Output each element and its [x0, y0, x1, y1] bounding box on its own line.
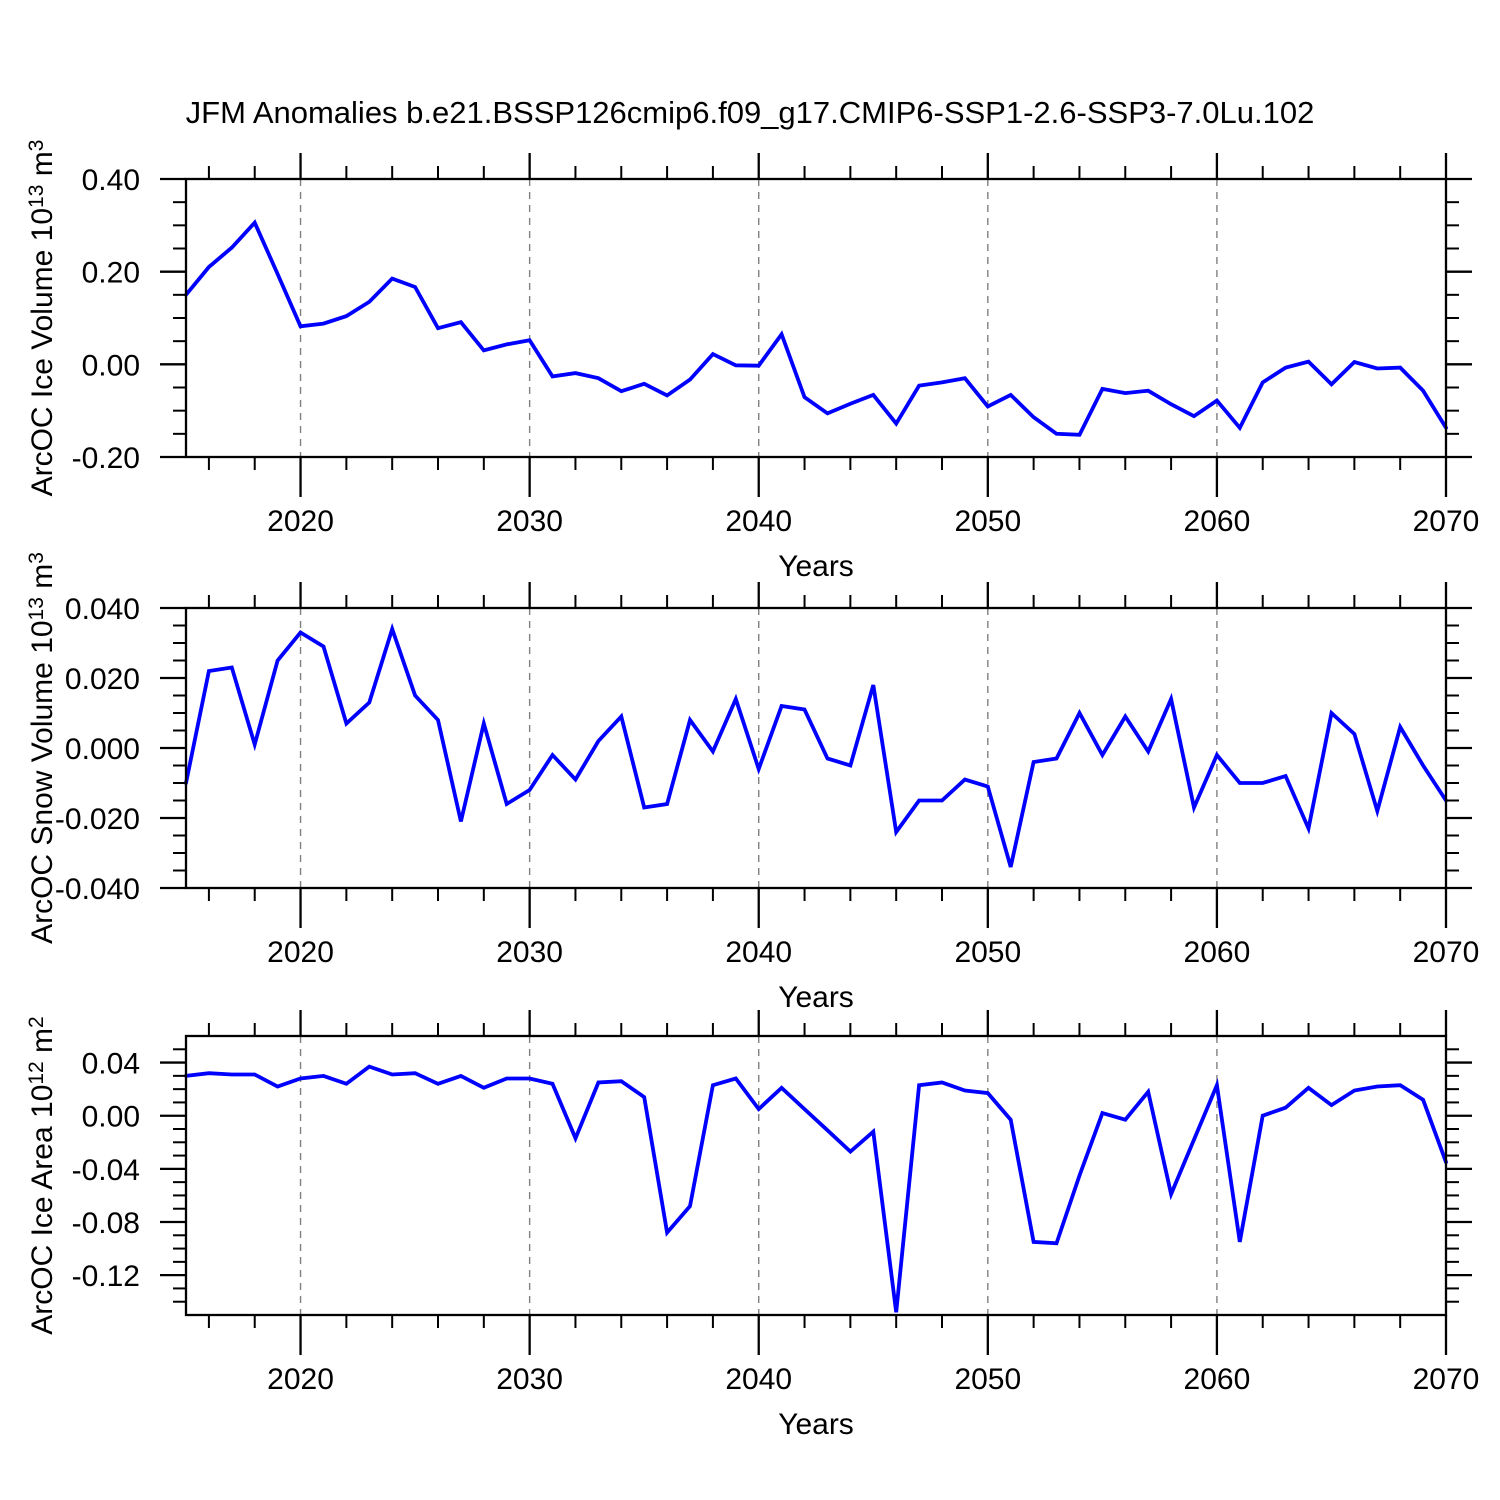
x-tick-label: 2020 — [267, 505, 334, 538]
plot-frame — [184, 177, 1448, 459]
y-axis-title: ArcOC Ice Volume 1013 m3 — [25, 140, 59, 497]
x-tick-label: 2040 — [725, 1363, 792, 1396]
y-tick-label: 0.00 — [82, 349, 140, 382]
y-tick-label: 0.040 — [65, 593, 140, 626]
data-line — [184, 622, 1448, 868]
subplot-arcoc-ice-area: 2020 2030 2040 2050 2060 2070 0.04 0.00 -0.04 -0.… — [25, 1010, 1479, 1441]
x-tick-label: 2020 — [267, 936, 334, 969]
x-tick-label: 2040 — [725, 505, 792, 538]
y-tick-label: 0.04 — [82, 1048, 140, 1081]
x-tick-label: 2050 — [954, 505, 1021, 538]
y-tick-label: 0.00 — [82, 1101, 140, 1134]
x-tick-label: 2030 — [496, 936, 563, 969]
x-axis-title: Years — [778, 550, 854, 583]
y-axis-title: ArcOC Ice Area 1012 m2 — [25, 1016, 59, 1334]
x-tick-label: 2060 — [1184, 1363, 1251, 1396]
y-tick-label: -0.020 — [55, 803, 140, 836]
x-tick-label: 2040 — [725, 936, 792, 969]
x-tick-label: 2030 — [496, 505, 563, 538]
x-axis-title: Years — [778, 1408, 854, 1441]
chart-title: JFM Anomalies b.e21.BSSP126cmip6.f09_g17… — [185, 95, 1315, 130]
subplot-arcoc-snow-volume: 2020 2030 2040 2050 2060 2070 0.040 0.020 0.000 -… — [25, 552, 1479, 1014]
y-tick-label: 0.40 — [82, 164, 140, 197]
y-axis-title: ArcOC Snow Volume 1013 m3 — [25, 552, 59, 944]
x-tick-label: 2070 — [1413, 1363, 1480, 1396]
subplot-arcoc-ice-volume: 2020 2030 2040 2050 2060 2070 0.40 0.20 0.00 -0.2… — [25, 140, 1479, 583]
x-tick-label: 2020 — [267, 1363, 334, 1396]
plot-frame — [184, 606, 1448, 890]
y-tick-label: 0.020 — [65, 663, 140, 696]
x-tick-label: 2060 — [1184, 505, 1251, 538]
y-tick-label: -0.040 — [55, 873, 140, 906]
y-tick-label: -0.04 — [72, 1154, 140, 1187]
x-tick-label: 2030 — [496, 1363, 563, 1396]
y-tick-label: -0.20 — [72, 442, 140, 475]
x-tick-label: 2060 — [1184, 936, 1251, 969]
y-tick-label: 0.000 — [65, 733, 140, 766]
x-tick-label: 2070 — [1413, 505, 1480, 538]
x-tick-label: 2050 — [954, 1363, 1021, 1396]
plot-frame — [184, 1034, 1448, 1317]
x-tick-label: 2050 — [954, 936, 1021, 969]
x-tick-label: 2070 — [1413, 936, 1480, 969]
y-tick-label: -0.12 — [72, 1260, 140, 1293]
y-tick-label: 0.20 — [82, 257, 140, 290]
data-line — [184, 1064, 1448, 1313]
y-tick-label: -0.08 — [72, 1207, 140, 1240]
x-axis-title: Years — [778, 981, 854, 1014]
data-line — [184, 219, 1448, 437]
